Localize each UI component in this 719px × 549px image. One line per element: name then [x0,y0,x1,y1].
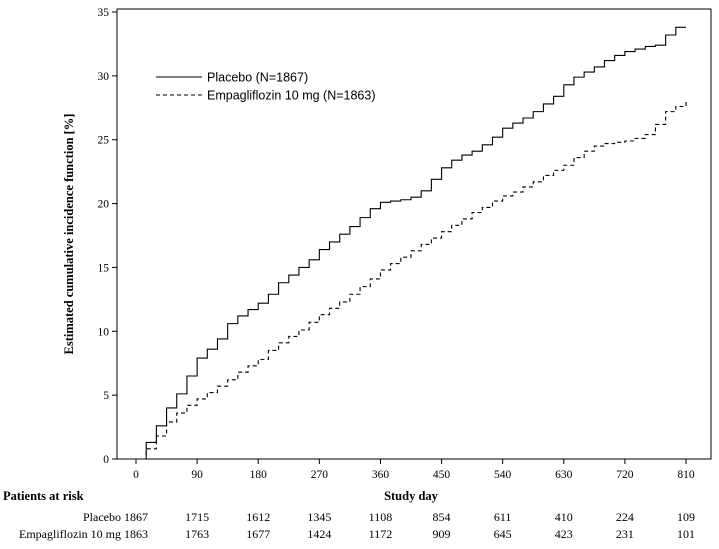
x-tick-label: 0 [133,469,139,481]
x-tick-label: 270 [311,469,329,481]
risk-count: 410 [555,510,573,524]
risk-count: 909 [433,527,451,541]
risk-count: 854 [433,510,451,524]
risk-count: 1424 [307,527,331,541]
risk-row-label: Placebo [83,510,121,524]
risk-count: 1677 [246,527,270,541]
x-tick-label: 360 [372,469,390,481]
x-tick-label: 90 [191,469,203,481]
legend-label-placebo: Placebo (N=1867) [207,71,308,85]
risk-count: 1172 [369,527,393,541]
risk-count: 1108 [369,510,393,524]
risk-count: 109 [677,510,695,524]
risk-table-title: Patients at risk [3,489,84,503]
x-axis-title: Study day [384,489,439,503]
plot-frame [116,8,712,460]
risk-count: 224 [616,510,634,524]
x-tick-label: 450 [433,469,451,481]
risk-count: 1345 [307,510,331,524]
risk-count: 1863 [124,527,148,541]
risk-count: 1715 [185,510,209,524]
y-tick-label: 5 [103,390,109,402]
x-tick-label: 180 [250,469,268,481]
x-tick-label: 630 [555,469,573,481]
risk-count: 1763 [185,527,209,541]
x-tick-label: 540 [494,469,512,481]
legend-label-empagliflozin: Empagliflozin 10 mg (N=1863) [207,89,376,103]
risk-count: 611 [494,510,512,524]
risk-row-label: Empagliflozin 10 mg [19,527,121,541]
empagliflozin-line [136,101,687,460]
y-tick-label: 25 [98,135,110,147]
placebo-line [136,26,686,460]
y-tick-label: 30 [98,71,110,83]
x-tick-label: 720 [616,469,634,481]
series-layer [136,26,687,460]
y-tick-label: 15 [98,262,110,274]
y-axis-title: Estimated cumulative incidence function … [62,114,76,355]
y-tick-label: 0 [103,454,109,466]
risk-count: 1612 [246,510,270,524]
axis-titles: Estimated cumulative incidence function … [62,114,439,503]
x-tick-label: 810 [677,469,695,481]
risk-count: 1867 [124,510,148,524]
y-tick-label: 35 [98,7,110,19]
legend: Placebo (N=1867) Empagliflozin 10 mg (N=1… [156,71,376,103]
risk-count: 101 [677,527,695,541]
risk-count: 645 [494,527,512,541]
patients-at-risk-table: Patients at risk Placebo 1867 1715 1612 1345… [3,489,695,541]
y-tick-label: 10 [98,326,110,338]
y-tick-label: 20 [98,199,110,211]
axes-layer: 0 5 10 15 20 25 30 35 0 90 180 270 360 450 540 630 720 81… [98,7,712,481]
risk-count: 231 [616,527,634,541]
risk-count: 423 [555,527,573,541]
